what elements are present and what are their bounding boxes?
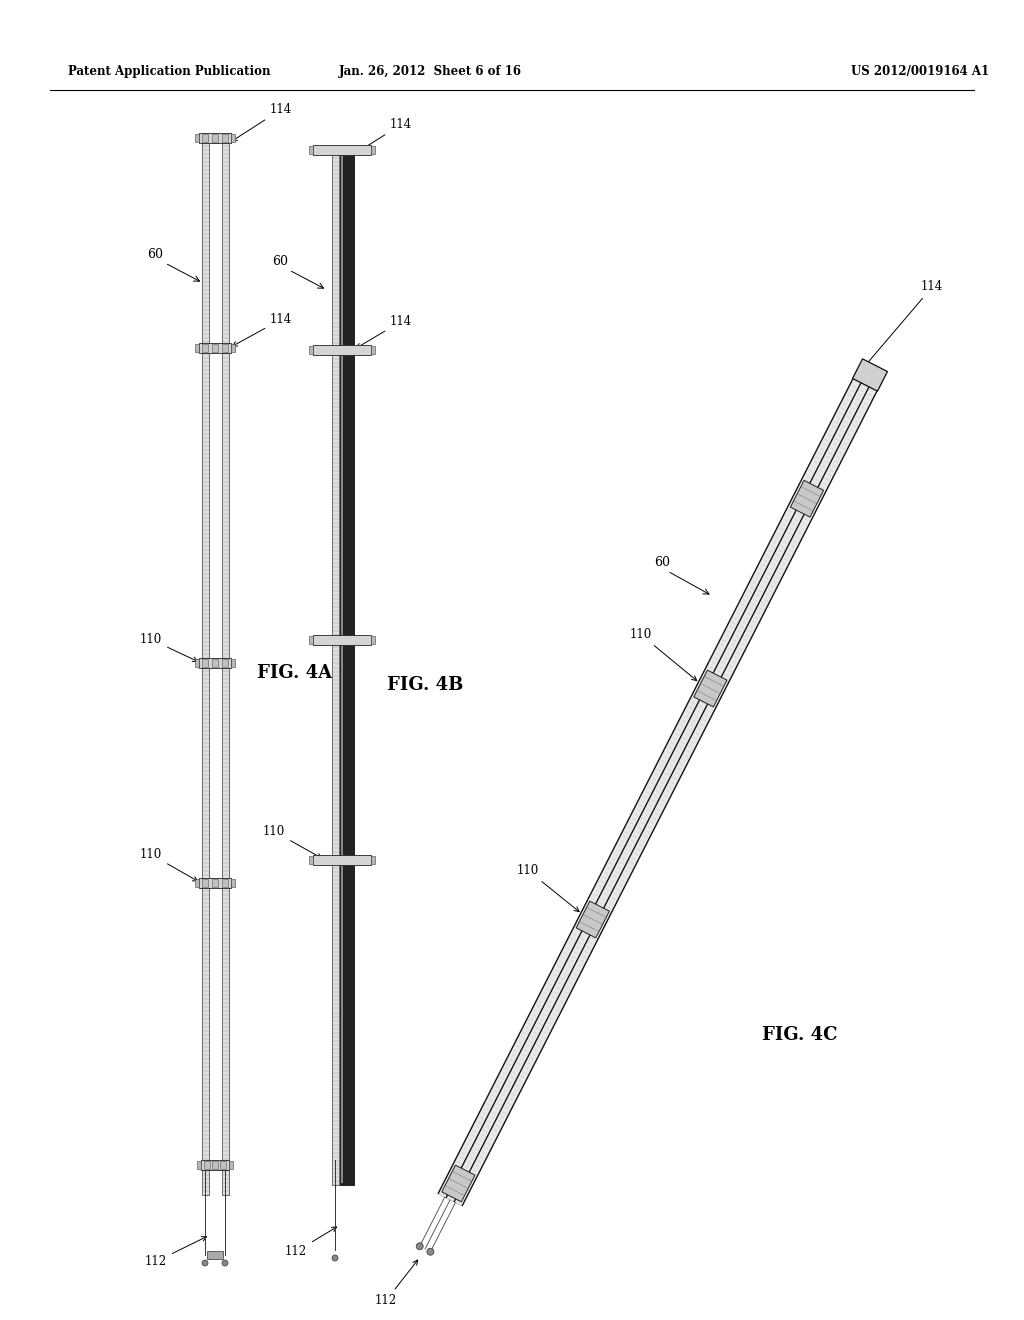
Text: 110: 110 (630, 628, 696, 681)
Text: 110: 110 (140, 634, 198, 661)
Bar (204, 1162, 210, 1170)
Polygon shape (791, 480, 823, 517)
Bar (371, 855, 375, 865)
Bar (222, 659, 228, 667)
Bar (222, 879, 228, 887)
Bar (199, 343, 231, 352)
Text: 114: 114 (232, 103, 292, 141)
Bar (313, 145, 371, 154)
Bar (371, 636, 375, 644)
Bar (212, 345, 218, 352)
Polygon shape (577, 902, 609, 937)
Bar (231, 135, 234, 143)
Bar (195, 879, 199, 887)
Bar (222, 345, 228, 352)
Bar (309, 855, 313, 865)
Circle shape (202, 1261, 208, 1266)
Text: FIG. 4A: FIG. 4A (257, 664, 333, 682)
Bar (212, 1162, 218, 1170)
Bar (202, 135, 208, 143)
Bar (197, 1162, 201, 1170)
Bar (222, 135, 228, 143)
Text: 114: 114 (356, 117, 413, 153)
Bar (201, 1160, 229, 1170)
Circle shape (222, 1261, 228, 1266)
Circle shape (427, 1249, 434, 1255)
Bar (220, 1162, 226, 1170)
Bar (202, 879, 208, 887)
Text: FIG. 4C: FIG. 4C (762, 1026, 838, 1044)
Bar (195, 659, 199, 667)
Text: 112: 112 (375, 1261, 418, 1307)
Bar (309, 346, 313, 354)
Bar (313, 855, 371, 865)
Bar (340, 150, 353, 1185)
Bar (202, 659, 208, 667)
Bar (231, 345, 234, 352)
Bar (371, 147, 375, 154)
Text: 60: 60 (654, 556, 671, 569)
Bar (231, 879, 234, 887)
Bar (221, 139, 228, 1195)
Text: 110: 110 (263, 825, 322, 858)
Bar (212, 135, 218, 143)
Bar (332, 150, 339, 1185)
Text: 112: 112 (145, 1237, 207, 1269)
Polygon shape (441, 1166, 475, 1201)
Bar (371, 346, 375, 354)
Text: 114: 114 (232, 313, 292, 346)
Text: US 2012/0019164 A1: US 2012/0019164 A1 (851, 66, 989, 78)
Bar (199, 133, 231, 143)
Polygon shape (853, 359, 888, 391)
Text: Jan. 26, 2012  Sheet 6 of 16: Jan. 26, 2012 Sheet 6 of 16 (339, 66, 521, 78)
Text: 114: 114 (356, 315, 413, 348)
Bar (212, 879, 218, 887)
Bar (199, 878, 231, 888)
Text: 114: 114 (863, 280, 943, 367)
Bar (313, 345, 371, 355)
Bar (207, 1251, 223, 1259)
Bar (229, 1162, 233, 1170)
Bar (309, 147, 313, 154)
Text: 110: 110 (517, 865, 580, 912)
Text: Patent Application Publication: Patent Application Publication (68, 66, 270, 78)
Bar (212, 659, 218, 667)
Polygon shape (694, 671, 727, 706)
Bar (313, 635, 371, 645)
Circle shape (416, 1243, 423, 1250)
Bar (199, 657, 231, 668)
Circle shape (332, 1255, 338, 1261)
Text: 110: 110 (140, 847, 198, 880)
Text: FIG. 4B: FIG. 4B (387, 676, 463, 694)
Bar (195, 135, 199, 143)
Text: 112: 112 (285, 1228, 337, 1258)
Bar (309, 636, 313, 644)
Text: 60: 60 (272, 255, 288, 268)
Text: 60: 60 (147, 248, 163, 261)
Bar (202, 345, 208, 352)
Bar (195, 345, 199, 352)
Bar (202, 139, 209, 1195)
Bar (341, 152, 343, 1183)
Bar (231, 659, 234, 667)
